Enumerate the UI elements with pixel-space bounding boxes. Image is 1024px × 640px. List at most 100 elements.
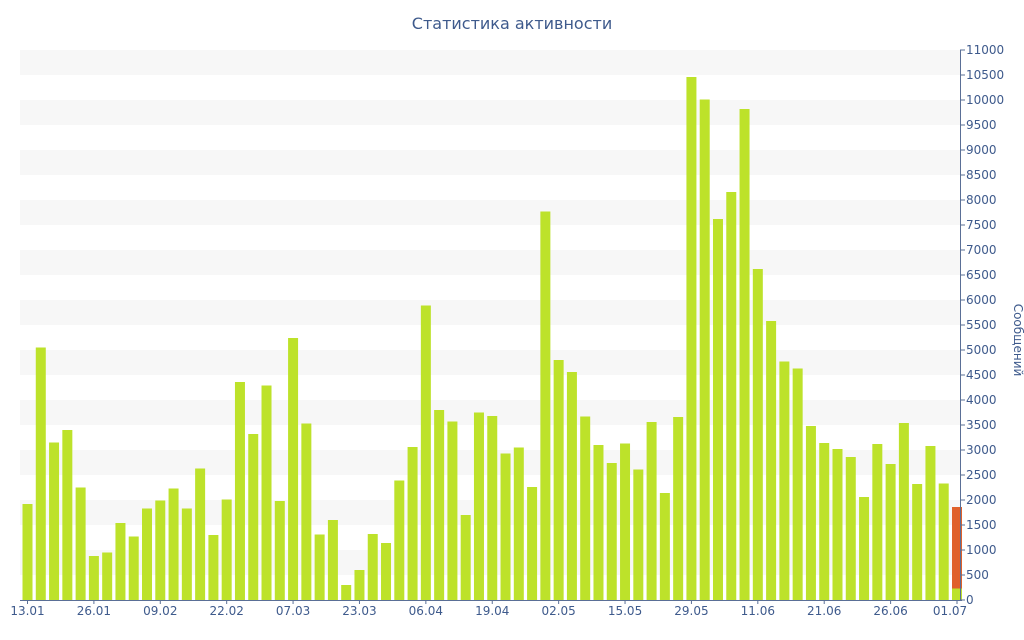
y-tick-label: 8000 [966, 193, 997, 207]
bar[interactable] [513, 447, 524, 601]
bar[interactable] [872, 444, 883, 600]
y-tick-label: 5000 [966, 343, 997, 357]
bar[interactable] [88, 556, 99, 600]
bar[interactable] [22, 504, 33, 600]
bar-highlight[interactable] [952, 507, 962, 589]
bar[interactable] [752, 269, 763, 600]
bar[interactable] [314, 534, 325, 601]
bar[interactable] [115, 523, 126, 600]
bar[interactable] [699, 99, 710, 601]
bar[interactable] [407, 447, 418, 600]
bar[interactable] [155, 500, 166, 601]
bar[interactable] [288, 338, 299, 600]
x-tick-label: 07.03 [276, 604, 310, 618]
y-tick-label: 4500 [966, 368, 997, 382]
x-tick-label: 29.05 [674, 604, 708, 618]
bar[interactable] [341, 585, 352, 600]
bar[interactable] [128, 536, 139, 601]
bar[interactable] [606, 463, 617, 600]
bar[interactable] [234, 382, 245, 600]
x-tick-label: 01.07 [933, 604, 967, 618]
bar[interactable] [779, 361, 790, 601]
bar[interactable] [792, 368, 803, 601]
bar[interactable] [181, 508, 192, 601]
bar[interactable] [925, 446, 936, 600]
bar[interactable] [952, 588, 962, 601]
bar[interactable] [819, 443, 830, 600]
bar[interactable] [75, 487, 86, 601]
bar[interactable] [248, 434, 259, 600]
y-tick-label: 6000 [966, 293, 997, 307]
bar[interactable] [805, 426, 816, 600]
bar[interactable] [381, 543, 392, 600]
bar[interactable] [553, 360, 564, 600]
bar[interactable] [327, 520, 338, 600]
grid-band [20, 250, 960, 275]
x-tick-label: 02.05 [541, 604, 575, 618]
bar[interactable] [460, 515, 471, 600]
bar[interactable] [62, 430, 73, 600]
y-tick-label: 500 [966, 568, 989, 582]
bar[interactable] [49, 442, 60, 601]
y-axis-title: Сообщений [1011, 304, 1024, 377]
bar[interactable] [540, 211, 551, 601]
bar[interactable] [845, 457, 856, 600]
bar[interactable] [447, 421, 458, 601]
bar[interactable] [420, 305, 431, 601]
bar[interactable] [593, 445, 604, 600]
bar[interactable] [394, 480, 405, 601]
bar[interactable] [195, 468, 206, 601]
y-tick-label: 10000 [966, 93, 1004, 107]
bar[interactable] [646, 422, 657, 600]
bar[interactable] [168, 488, 179, 601]
x-tick-label: 11.06 [741, 604, 775, 618]
y-tick-label: 6500 [966, 268, 997, 282]
y-tick-label: 10500 [966, 68, 1004, 82]
x-tick-label: 21.06 [807, 604, 841, 618]
bar[interactable] [301, 423, 312, 601]
bar[interactable] [500, 453, 511, 601]
bar[interactable] [102, 552, 113, 601]
x-tick-label: 19.04 [475, 604, 509, 618]
bar[interactable] [832, 449, 843, 600]
bar[interactable] [434, 410, 445, 600]
bar[interactable] [566, 372, 577, 600]
y-tick-label: 2500 [966, 468, 997, 482]
grid-band [20, 350, 960, 375]
bar[interactable] [221, 499, 232, 601]
bar[interactable] [35, 347, 46, 601]
bar[interactable] [912, 484, 923, 600]
bar[interactable] [473, 412, 484, 601]
y-tick-label: 1000 [966, 543, 997, 557]
y-tick-label: 7500 [966, 218, 997, 232]
bar[interactable] [766, 321, 777, 600]
bar[interactable] [261, 385, 272, 601]
bar[interactable] [274, 501, 285, 600]
bar[interactable] [712, 219, 723, 600]
bar[interactable] [208, 535, 219, 600]
bar[interactable] [938, 483, 949, 601]
y-tick-label: 1500 [966, 518, 997, 532]
y-tick-label: 8500 [966, 168, 997, 182]
bar[interactable] [898, 423, 909, 600]
bar[interactable] [354, 570, 365, 600]
chart-title: Статистика активности [411, 14, 613, 33]
bar[interactable] [580, 416, 591, 601]
bar[interactable] [367, 534, 378, 600]
bar[interactable] [859, 497, 870, 600]
bar[interactable] [633, 469, 644, 601]
bar[interactable] [527, 487, 538, 600]
bar[interactable] [739, 109, 750, 600]
y-tick-label: 4000 [966, 393, 997, 407]
bar[interactable] [620, 443, 631, 601]
bar[interactable] [659, 493, 670, 600]
grid-band [20, 200, 960, 225]
bar[interactable] [142, 508, 153, 601]
grid-band [20, 300, 960, 325]
bar[interactable] [673, 417, 684, 600]
bar[interactable] [726, 192, 737, 600]
bar[interactable] [487, 416, 498, 600]
bar[interactable] [686, 77, 697, 600]
bar[interactable] [885, 464, 896, 600]
